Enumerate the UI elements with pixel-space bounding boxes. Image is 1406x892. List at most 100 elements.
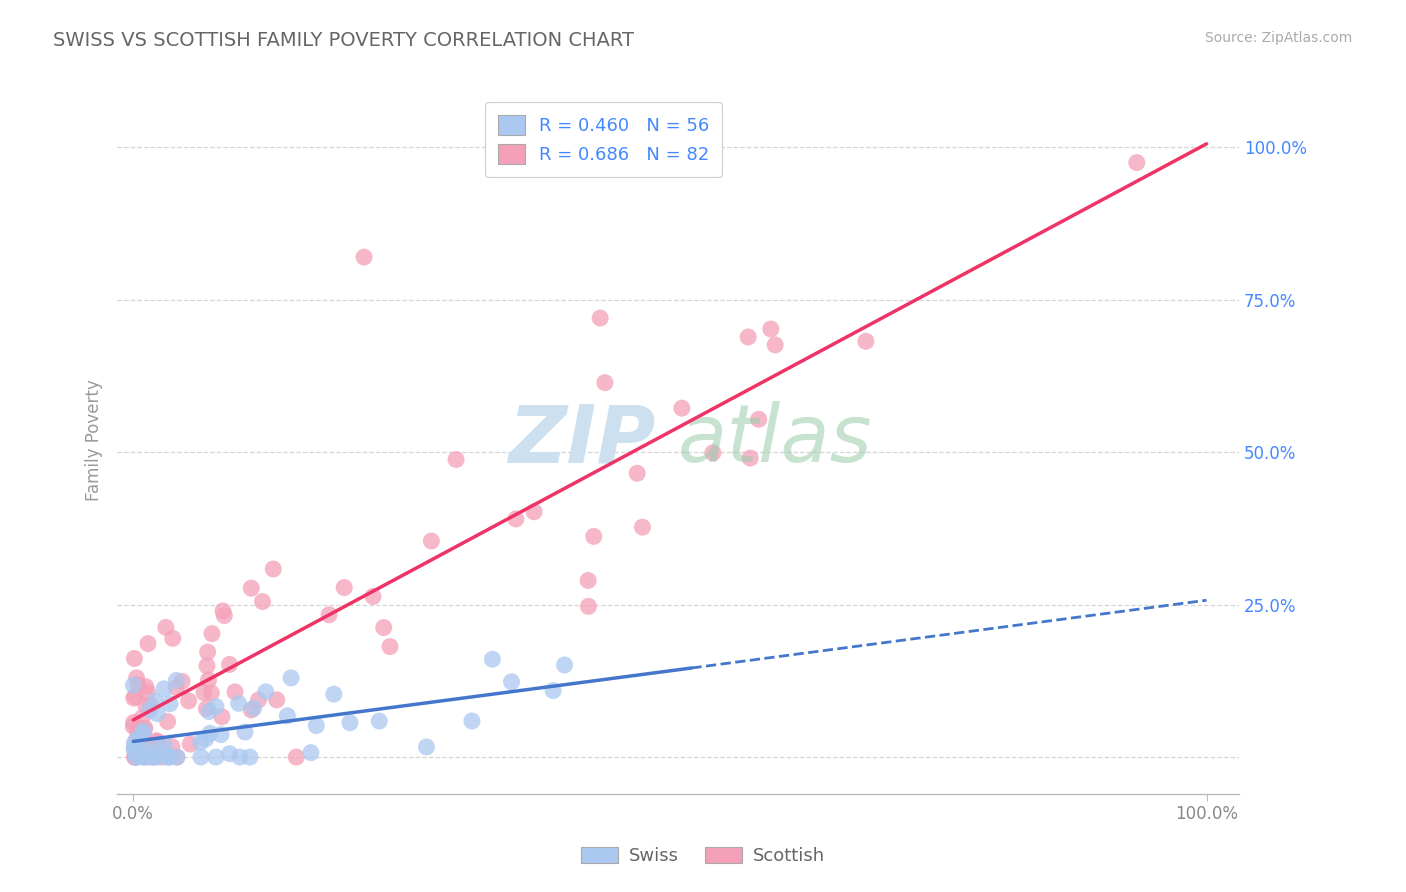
Point — [127, 678, 149, 692]
Point — [855, 334, 877, 349]
Point — [159, 697, 181, 711]
Point — [131, 728, 153, 742]
Point — [166, 750, 188, 764]
Point — [578, 599, 600, 614]
Point — [143, 694, 166, 708]
Point — [505, 512, 527, 526]
Point — [266, 693, 288, 707]
Point — [631, 520, 654, 534]
Point — [145, 740, 167, 755]
Point — [136, 685, 159, 699]
Point — [127, 740, 149, 755]
Point — [218, 747, 240, 761]
Point — [122, 719, 145, 733]
Legend: Swiss, Scottish: Swiss, Scottish — [574, 839, 832, 872]
Point — [122, 678, 145, 692]
Point — [240, 581, 263, 595]
Point — [299, 746, 322, 760]
Point — [122, 742, 145, 756]
Point — [361, 590, 384, 604]
Point — [211, 710, 233, 724]
Point — [339, 715, 361, 730]
Point — [481, 652, 503, 666]
Point — [195, 658, 218, 673]
Point — [128, 738, 150, 752]
Point — [198, 705, 221, 719]
Point — [285, 750, 308, 764]
Point — [212, 604, 235, 618]
Point — [353, 250, 375, 264]
Point — [276, 708, 298, 723]
Point — [305, 718, 328, 732]
Point — [737, 330, 759, 344]
Point — [143, 750, 166, 764]
Point — [759, 322, 782, 336]
Point — [541, 683, 564, 698]
Point — [134, 721, 156, 735]
Point — [146, 734, 169, 748]
Point — [156, 714, 179, 729]
Point — [136, 637, 159, 651]
Point — [179, 737, 201, 751]
Point — [124, 750, 146, 764]
Point — [702, 446, 724, 460]
Point — [124, 740, 146, 755]
Point — [136, 750, 159, 764]
Point — [228, 696, 250, 710]
Point — [155, 620, 177, 634]
Point — [193, 686, 215, 700]
Point — [134, 723, 156, 737]
Point — [132, 750, 155, 764]
Point — [159, 750, 181, 764]
Text: SWISS VS SCOTTISH FAMILY POVERTY CORRELATION CHART: SWISS VS SCOTTISH FAMILY POVERTY CORRELA… — [53, 31, 634, 50]
Point — [127, 723, 149, 737]
Point — [125, 671, 148, 685]
Point — [626, 467, 648, 481]
Text: atlas: atlas — [678, 401, 873, 479]
Y-axis label: Family Poverty: Family Poverty — [86, 379, 103, 501]
Point — [523, 505, 546, 519]
Point — [170, 674, 193, 689]
Point — [124, 736, 146, 750]
Point — [134, 732, 156, 747]
Point — [748, 412, 770, 426]
Point — [177, 694, 200, 708]
Point — [444, 452, 467, 467]
Point — [214, 608, 236, 623]
Point — [205, 750, 228, 764]
Point — [153, 739, 176, 753]
Point — [218, 657, 240, 672]
Point — [157, 750, 180, 764]
Point — [280, 671, 302, 685]
Text: Source: ZipAtlas.com: Source: ZipAtlas.com — [1205, 31, 1353, 45]
Point — [162, 632, 184, 646]
Text: ZIP: ZIP — [508, 401, 655, 479]
Point — [131, 723, 153, 738]
Point — [146, 706, 169, 721]
Point — [763, 338, 786, 352]
Point — [122, 691, 145, 706]
Point — [501, 674, 523, 689]
Point — [197, 673, 219, 687]
Point — [165, 681, 187, 695]
Point — [141, 750, 163, 764]
Point — [135, 698, 157, 713]
Point — [155, 750, 177, 764]
Point — [233, 725, 256, 739]
Point — [138, 703, 160, 717]
Point — [671, 401, 693, 416]
Point — [125, 750, 148, 764]
Point — [1126, 155, 1149, 169]
Point — [554, 658, 576, 673]
Point — [124, 651, 146, 665]
Point — [205, 699, 228, 714]
Point — [740, 451, 762, 466]
Point — [368, 714, 391, 728]
Point — [322, 687, 344, 701]
Point — [373, 621, 395, 635]
Point — [378, 640, 401, 654]
Point — [190, 735, 212, 749]
Point — [201, 626, 224, 640]
Point — [415, 739, 437, 754]
Point — [153, 681, 176, 696]
